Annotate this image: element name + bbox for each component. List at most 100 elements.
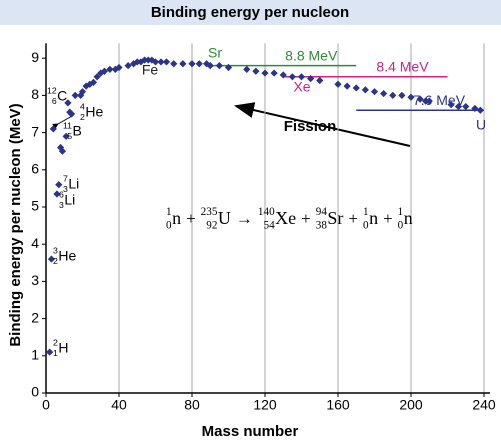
data-point <box>288 73 296 81</box>
data-point <box>106 65 114 73</box>
data-point <box>279 71 287 79</box>
data-point <box>398 91 406 99</box>
y-tick-label: 7 <box>31 123 39 139</box>
data-point <box>100 67 108 75</box>
atomic-number: 54 <box>263 219 275 231</box>
data-point <box>476 106 484 114</box>
x-tick-label: 240 <box>472 397 496 413</box>
x-tick-label: 40 <box>111 397 127 413</box>
atomic-number: 2 <box>53 256 58 266</box>
data-point <box>67 110 76 118</box>
mass-number: 1 <box>398 206 404 218</box>
data-point <box>343 82 351 90</box>
data-point <box>49 125 57 133</box>
data-point <box>422 97 430 105</box>
element-symbol: H <box>58 340 68 356</box>
equation-operator: + <box>348 209 358 228</box>
data-point <box>55 181 63 189</box>
mass-number: 1 <box>166 206 172 218</box>
data-point <box>89 78 98 86</box>
data-point <box>179 60 187 68</box>
mass-number: 94 <box>316 206 328 218</box>
element-symbol: He <box>85 104 103 120</box>
x-axis-label: Mass number <box>202 423 299 440</box>
y-tick-label: 8 <box>31 86 39 102</box>
mass-number: 7 <box>63 173 68 183</box>
element-label: Sr <box>208 45 222 61</box>
y-tick-label: 1 <box>31 347 39 363</box>
mass-number: 235 <box>201 206 218 218</box>
mass-number: 4 <box>80 101 85 111</box>
data-point <box>454 102 463 111</box>
data-point <box>389 91 397 99</box>
data-point <box>316 76 324 85</box>
x-tick-label: 120 <box>253 397 277 413</box>
data-point <box>140 56 149 64</box>
atomic-number: 3 <box>59 200 64 210</box>
data-point <box>115 63 123 72</box>
mass-number: 140 <box>258 206 275 218</box>
atomic-number: 0 <box>363 219 369 231</box>
equation-operator: + <box>186 209 196 228</box>
data-point <box>307 75 315 83</box>
data-point <box>462 102 470 111</box>
element-label: Fe <box>142 62 159 78</box>
reference-label: 8.4 MeV <box>376 59 429 75</box>
data-point <box>151 58 160 66</box>
data-point <box>215 62 223 70</box>
y-tick-label: 2 <box>31 309 39 325</box>
equation-operator: + <box>301 209 311 228</box>
element-symbol: Li <box>64 192 75 208</box>
element-symbol: C <box>57 88 67 104</box>
y-tick-label: 5 <box>31 198 39 214</box>
data-point <box>93 73 101 81</box>
atomic-number: 3 <box>63 184 68 194</box>
y-tick-label: 4 <box>31 235 39 251</box>
atomic-number: 6 <box>52 96 57 106</box>
data-point <box>270 69 278 77</box>
equation-operator: → <box>236 209 253 228</box>
data-point <box>78 88 87 96</box>
x-tick-label: 200 <box>399 397 423 413</box>
element-label: Xe <box>293 79 310 95</box>
he-arrow <box>52 115 73 130</box>
data-point <box>425 97 433 105</box>
x-tick-label: 80 <box>184 397 200 413</box>
data-point <box>447 101 455 109</box>
data-point <box>133 58 141 66</box>
equation-operator: + <box>383 209 393 228</box>
element-symbol: Sr <box>327 208 343 228</box>
data-point <box>53 190 61 198</box>
data-point <box>380 89 388 98</box>
data-point <box>97 69 105 77</box>
x-tick-label: 160 <box>326 397 350 413</box>
element-symbol: n <box>172 208 181 228</box>
atomic-number: 5 <box>67 131 72 141</box>
data-point <box>124 62 132 70</box>
data-point <box>224 63 233 72</box>
data-point <box>407 93 415 101</box>
mass-number: 6 <box>59 189 64 199</box>
fission-label: Fission <box>284 118 337 135</box>
data-point <box>370 88 379 96</box>
atomic-number: 2 <box>80 112 85 122</box>
element-symbol: B <box>73 123 82 139</box>
data-point <box>46 348 54 356</box>
chart-title: Binding energy per nucleon <box>151 4 349 21</box>
element-symbol: Li <box>68 176 79 192</box>
data-point <box>144 56 152 64</box>
y-tick-label: 3 <box>31 272 39 288</box>
atomic-number: 0 <box>398 219 404 231</box>
element-label: U <box>476 117 486 133</box>
data-point <box>58 147 67 155</box>
data-point <box>352 84 360 92</box>
mass-number: 12 <box>47 85 57 95</box>
data-point <box>188 60 196 68</box>
y-tick-label: 6 <box>31 161 39 177</box>
data-point <box>361 86 369 94</box>
data-point <box>252 67 260 75</box>
mass-number: 3 <box>53 245 58 255</box>
y-axis-label: Binding energy per nucleon (MeV) <box>7 103 24 346</box>
data-point <box>416 95 424 103</box>
